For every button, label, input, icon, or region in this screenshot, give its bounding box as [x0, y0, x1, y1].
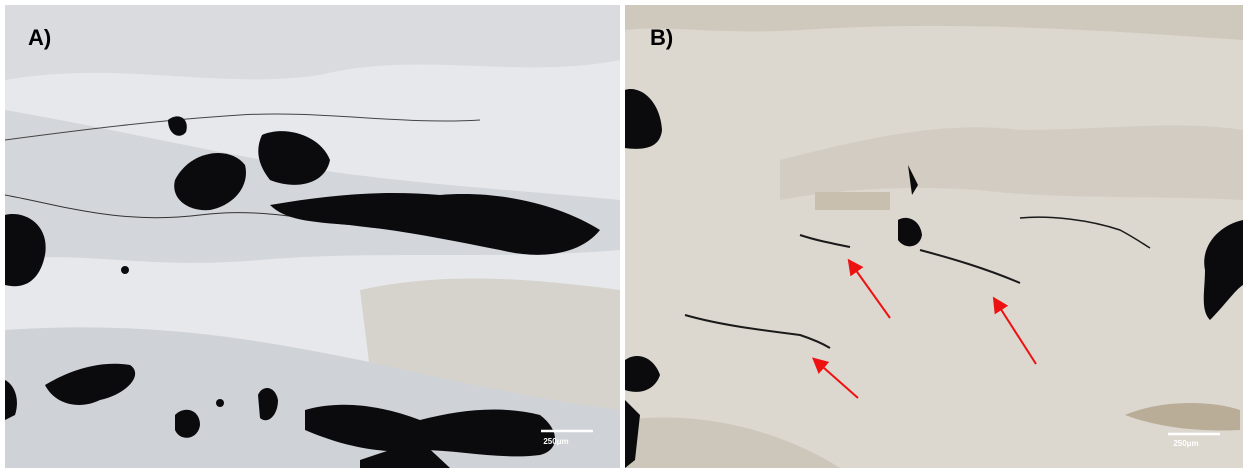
grain-region: [815, 192, 890, 210]
panel-a: A) 250μm: [5, 5, 620, 468]
panel-label: B): [650, 25, 673, 50]
figure: A) 250μm B) 250μm: [0, 0, 1243, 468]
scale-bar-label: 250μm: [543, 437, 568, 446]
scale-bar-label: 250μm: [1173, 439, 1198, 448]
micrograph-background: [625, 5, 1243, 468]
pore: [216, 399, 224, 407]
panel-b: B) 250μm: [625, 5, 1243, 468]
panel-label: A): [28, 25, 51, 50]
page: A) 250μm B) 250μm (() => { const data = …: [0, 0, 1243, 468]
pore: [121, 266, 129, 274]
